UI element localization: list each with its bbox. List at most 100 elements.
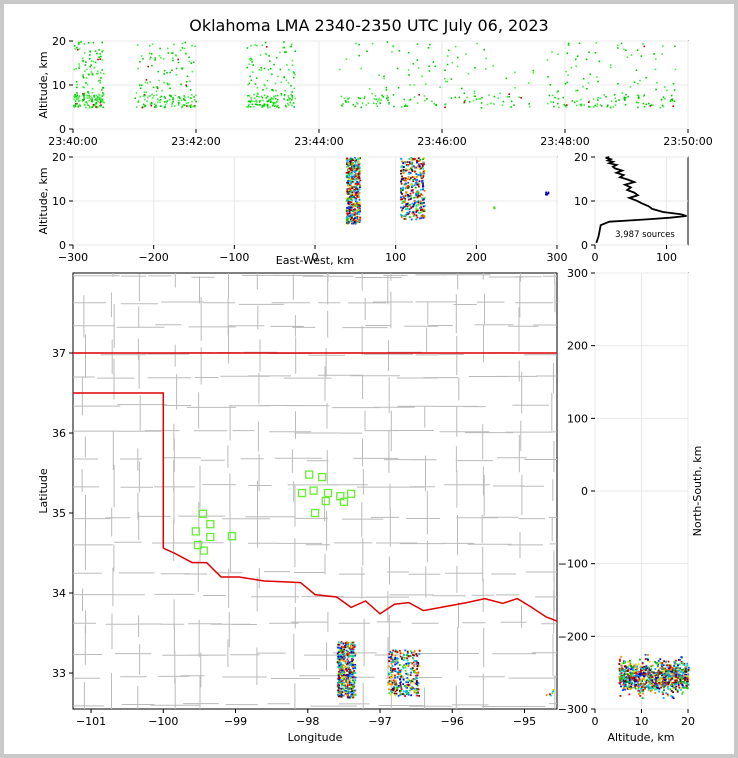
eastwest-point xyxy=(357,209,360,212)
eastwest-point xyxy=(410,206,413,209)
eastwest-point xyxy=(353,166,355,169)
plan-view-point xyxy=(343,691,346,694)
eastwest-point xyxy=(404,169,407,172)
time-altitude-point xyxy=(383,77,385,80)
time-altitude-point xyxy=(580,103,583,105)
northsouth-point xyxy=(668,667,670,669)
plan-view-point xyxy=(396,676,399,678)
northsouth-point xyxy=(656,671,659,674)
time-altitude-point xyxy=(444,106,446,109)
time-altitude-point xyxy=(247,106,250,108)
northsouth-point xyxy=(681,656,683,659)
northsouth-point xyxy=(665,669,667,671)
plan-view-point xyxy=(391,653,393,656)
eastwest-point xyxy=(409,157,412,160)
plan-view-point xyxy=(404,685,406,687)
plan-view-point xyxy=(416,665,419,668)
time-altitude-point xyxy=(169,94,172,97)
northsouth-point xyxy=(679,658,682,661)
plan-view-point xyxy=(337,674,340,677)
plan-view-point xyxy=(413,691,416,694)
time-altitude-point xyxy=(172,98,174,100)
time-altitude-point xyxy=(290,43,293,46)
northsouth-point xyxy=(629,673,632,676)
eastwest-point xyxy=(356,195,359,198)
northsouth-ytick: 300 xyxy=(567,267,588,280)
eastwest-point xyxy=(358,166,361,169)
northsouth-point xyxy=(666,670,669,673)
time-altitude-point xyxy=(633,81,636,84)
time-altitude-point xyxy=(575,89,577,92)
plan-view-point xyxy=(403,659,405,661)
time-altitude-point xyxy=(552,101,555,104)
eastwest-point xyxy=(405,204,408,207)
eastwest-point xyxy=(359,179,362,182)
plan-view-point xyxy=(399,673,402,675)
time-altitude-point xyxy=(341,105,344,107)
time-altitude-point xyxy=(265,87,268,90)
plan-view-point xyxy=(412,654,414,656)
time-altitude-point xyxy=(387,96,389,99)
plan-view-point xyxy=(342,669,345,672)
eastwest-point xyxy=(402,195,405,198)
eastwest-point xyxy=(348,193,351,195)
northsouth-point xyxy=(643,675,645,678)
time-altitude-point xyxy=(100,72,102,74)
time-altitude-point xyxy=(264,41,267,44)
eastwest-point xyxy=(354,178,357,181)
northsouth-point xyxy=(646,657,649,660)
northsouth-point xyxy=(633,682,636,685)
eastwest-point xyxy=(415,205,418,208)
time-altitude-point xyxy=(621,92,624,94)
time-altitude-point xyxy=(171,52,173,54)
plan-view-point xyxy=(388,665,390,668)
plan-view-point xyxy=(340,682,342,685)
northsouth-point xyxy=(659,676,662,679)
time-altitude-point xyxy=(169,99,171,101)
eastwest-point xyxy=(346,165,348,168)
time-altitude-point xyxy=(398,50,401,52)
time-altitude-point xyxy=(248,103,250,106)
northsouth-point xyxy=(685,675,688,677)
eastwest-point xyxy=(407,181,410,184)
time-altitude-point xyxy=(247,104,250,107)
northsouth-ytick: −200 xyxy=(558,630,588,643)
time-altitude-point xyxy=(274,82,277,85)
time-altitude-point xyxy=(609,106,612,109)
northsouth-point xyxy=(634,671,636,674)
plan-view-point xyxy=(401,675,404,678)
northsouth-point xyxy=(620,672,623,674)
time-altitude-point xyxy=(81,57,84,59)
figure-title: Oklahoma LMA 2340-2350 UTC July 06, 2023 xyxy=(189,16,549,35)
time-altitude-point xyxy=(289,45,292,48)
eastwest-point xyxy=(350,163,353,166)
time-altitude-point xyxy=(79,105,82,107)
eastwest-point xyxy=(355,182,358,185)
time-altitude-point xyxy=(183,98,185,100)
northsouth-point xyxy=(646,685,649,688)
plan-view-point xyxy=(400,688,403,690)
plan-view-point xyxy=(416,694,419,697)
plan-view-point xyxy=(399,693,402,696)
time-altitude-point xyxy=(154,57,157,59)
eastwest-point xyxy=(355,203,357,206)
eastwest-point xyxy=(411,165,414,168)
time-altitude-point xyxy=(376,105,378,107)
eastwest-point xyxy=(356,164,359,167)
plan-view-point xyxy=(344,642,347,644)
eastwest-point xyxy=(349,217,352,219)
time-altitude-point xyxy=(359,97,362,100)
histogram-xtick: 0 xyxy=(592,251,599,264)
eastwest-point xyxy=(346,213,349,216)
eastwest-point xyxy=(348,174,351,177)
time-altitude-point xyxy=(474,95,476,97)
time-altitude-point xyxy=(159,98,162,101)
northsouth-point xyxy=(651,677,653,679)
time-altitude-point xyxy=(392,45,395,48)
lma-station-marker xyxy=(318,472,327,482)
northsouth-point xyxy=(677,659,680,661)
time-altitude-point xyxy=(181,68,184,70)
time-altitude-point xyxy=(249,106,252,108)
eastwest-point xyxy=(359,186,361,189)
plan-view-point xyxy=(402,683,405,686)
